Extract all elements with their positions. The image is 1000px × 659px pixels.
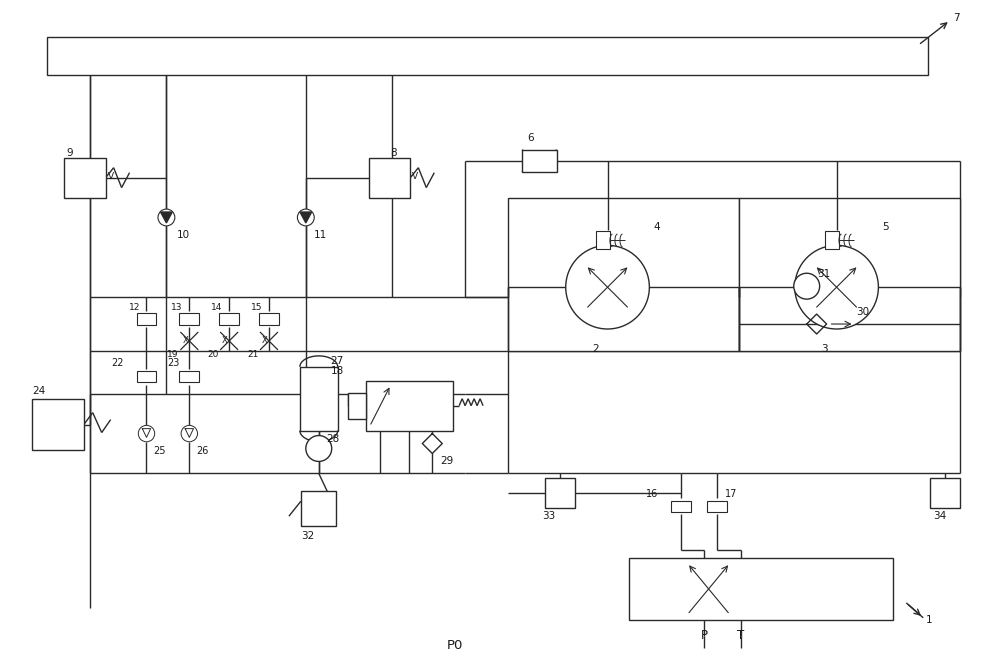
Text: 29: 29 <box>440 457 454 467</box>
Bar <box>629 558 893 619</box>
Text: 11: 11 <box>314 231 327 241</box>
Text: 34: 34 <box>933 511 946 521</box>
Bar <box>137 313 156 325</box>
Bar <box>707 501 727 512</box>
Bar <box>32 399 84 451</box>
Bar <box>596 231 610 249</box>
Circle shape <box>306 436 332 461</box>
Text: 26: 26 <box>196 447 209 457</box>
Text: 28: 28 <box>327 434 340 444</box>
Text: X: X <box>182 337 188 345</box>
Circle shape <box>181 425 198 442</box>
Bar <box>825 231 839 249</box>
Bar <box>47 38 928 75</box>
Text: 22: 22 <box>112 358 124 368</box>
Text: X: X <box>262 337 268 345</box>
Bar <box>259 313 279 325</box>
Text: 10: 10 <box>176 231 189 241</box>
Circle shape <box>794 273 820 299</box>
Text: 17: 17 <box>725 489 737 500</box>
Bar <box>179 313 199 325</box>
Circle shape <box>795 245 878 329</box>
Text: 23: 23 <box>167 358 180 368</box>
Circle shape <box>158 209 175 226</box>
Polygon shape <box>300 212 312 223</box>
Text: 14: 14 <box>211 302 223 312</box>
Text: 18: 18 <box>331 366 344 376</box>
Text: 20: 20 <box>207 351 219 359</box>
Text: 15: 15 <box>251 302 263 312</box>
Text: 16: 16 <box>646 489 659 500</box>
Text: P: P <box>701 629 708 643</box>
Bar <box>64 158 106 198</box>
Bar <box>671 501 691 512</box>
Text: 13: 13 <box>171 302 183 312</box>
Text: 7: 7 <box>953 13 960 23</box>
Text: 12: 12 <box>129 302 140 312</box>
Bar <box>348 393 366 418</box>
Bar <box>366 381 453 430</box>
Circle shape <box>138 425 155 442</box>
Circle shape <box>566 245 649 329</box>
Text: 30: 30 <box>856 307 870 317</box>
Text: P0: P0 <box>447 639 463 652</box>
Text: V: V <box>412 172 418 181</box>
Text: X: X <box>222 337 228 345</box>
Text: 8: 8 <box>390 148 397 158</box>
Bar <box>301 492 336 526</box>
Bar <box>545 478 575 508</box>
Text: 27: 27 <box>331 356 344 366</box>
Text: 25: 25 <box>153 447 166 457</box>
Text: 9: 9 <box>67 148 73 158</box>
Bar <box>300 367 338 430</box>
Text: 5: 5 <box>882 223 889 233</box>
Polygon shape <box>161 212 172 223</box>
Text: 2: 2 <box>592 344 599 354</box>
Text: 6: 6 <box>527 133 534 143</box>
Text: 1: 1 <box>926 615 933 625</box>
Text: T: T <box>737 629 745 643</box>
Text: 21: 21 <box>247 351 258 359</box>
Bar <box>522 150 557 171</box>
Text: 33: 33 <box>542 511 555 521</box>
Text: 32: 32 <box>301 531 314 541</box>
Bar <box>508 198 739 351</box>
Bar <box>930 478 960 508</box>
Text: 24: 24 <box>32 386 45 396</box>
Bar <box>739 198 960 351</box>
Text: 3: 3 <box>821 344 828 354</box>
Text: 4: 4 <box>653 223 660 233</box>
Bar <box>219 313 239 325</box>
Bar <box>137 371 156 382</box>
Bar <box>369 158 410 198</box>
Bar <box>179 371 199 382</box>
Text: 31: 31 <box>817 270 830 279</box>
Text: V: V <box>108 172 114 181</box>
Text: 19: 19 <box>167 351 179 359</box>
Circle shape <box>297 209 314 226</box>
